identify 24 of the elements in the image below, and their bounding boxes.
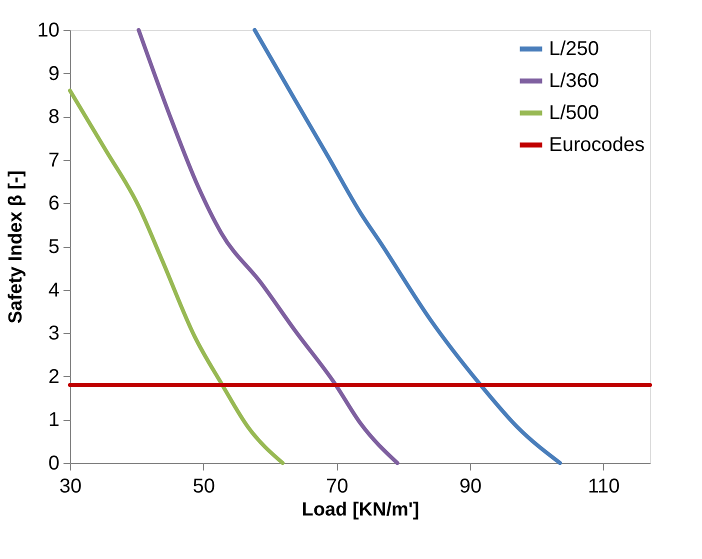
legend-label: L/250 (549, 38, 600, 60)
y-tick-label: 1 (48, 409, 60, 432)
y-tick-label: 3 (48, 322, 60, 345)
legend-label: L/360 (549, 70, 600, 92)
x-axis-title: Load [KN/m'] (302, 500, 420, 520)
y-tick-label: 4 (48, 279, 60, 302)
x-tick-label: 110 (588, 476, 620, 498)
line-series (68, 88, 285, 465)
y-tick-label: 2 (48, 366, 60, 388)
x-tick-label: 70 (326, 476, 348, 498)
y-tick-label: 0 (48, 452, 60, 474)
legend-label: L/500 (549, 102, 600, 124)
x-tick-label: 50 (192, 476, 215, 498)
y-axis-title: Safety Index β [-] (5, 170, 26, 324)
x-tick-label: 30 (59, 476, 82, 498)
line-series (136, 28, 400, 465)
y-tick-label: 10 (37, 20, 60, 42)
y-tick-label: 9 (48, 62, 60, 85)
y-tick-label: 6 (48, 192, 60, 215)
y-tick-label: 8 (48, 106, 60, 128)
legend-label: Eurocodes (549, 134, 645, 156)
x-tick-label: 90 (459, 476, 482, 498)
y-tick-label: 7 (48, 149, 60, 172)
y-tick-label: 5 (48, 236, 60, 258)
